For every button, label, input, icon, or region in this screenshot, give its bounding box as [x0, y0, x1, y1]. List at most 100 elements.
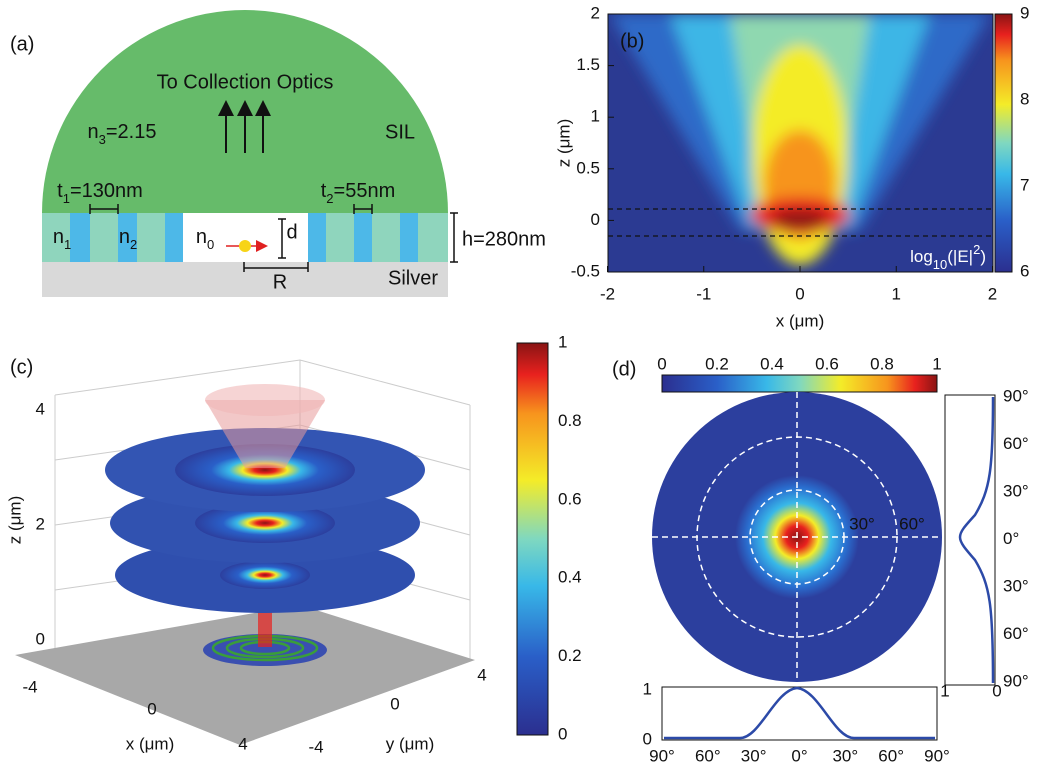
- x-tick-label: 1: [892, 284, 901, 303]
- bottom-angle-tick: 90°: [649, 746, 675, 765]
- t2-label: t2=55nm: [321, 180, 396, 206]
- bottom-angle-tick: 0°: [791, 746, 807, 765]
- d-label: d: [286, 221, 297, 243]
- n0-label: n0: [196, 226, 214, 252]
- silver-label: Silver: [388, 267, 438, 289]
- colorbar: [661, 374, 938, 393]
- colorbar-tick-label: 0: [558, 724, 567, 743]
- sil-label: SIL: [385, 121, 415, 143]
- colorbar-label-sup: 2: [973, 242, 980, 257]
- y-tick-label: 0.5: [576, 158, 600, 177]
- y-tick-label: -0.5: [571, 261, 600, 280]
- bottom-angle-tick: 30°: [741, 746, 767, 765]
- colorbar-label-end: ): [980, 247, 986, 266]
- y-tick-label: 0: [591, 210, 600, 229]
- colorbar-tick-label: 0.8: [558, 411, 582, 430]
- bottom-value-tick: 1: [643, 679, 652, 698]
- n0-label-sub: 0: [207, 237, 214, 252]
- y-tick-label: 1.5: [576, 55, 600, 74]
- t2-label-sub: 2: [326, 191, 333, 206]
- x-axis-label: x (μm): [126, 734, 175, 753]
- t1-label: t1=130nm: [57, 180, 143, 206]
- n1-label-sub: 1: [64, 237, 71, 252]
- angle-grid: [652, 392, 942, 682]
- x-tick-label: 2: [988, 284, 997, 303]
- z-tick-label: 4: [36, 399, 45, 418]
- colorbar-tick-label: 0.4: [760, 354, 784, 373]
- y-tick-label: 1: [591, 107, 600, 126]
- grating-stripes: [70, 213, 418, 262]
- y-axis-label: z (μm): [554, 119, 573, 168]
- n1-label-symbol: n: [53, 226, 64, 248]
- colorbar-tick-label: 8: [1020, 89, 1029, 108]
- panel-a: [42, 10, 458, 297]
- side-angle-tick: 30°: [1003, 576, 1029, 595]
- x-axis-label: x (μm): [776, 311, 825, 330]
- t1-label-value: =130nm: [70, 180, 143, 202]
- z-axis-label: z (μm): [5, 496, 24, 545]
- colorbar-tick-label: 0: [657, 354, 666, 373]
- side-profile-frame: [944, 394, 996, 686]
- bottom-profile-frame: [661, 686, 938, 741]
- colorbar-tick-label: 0.2: [558, 646, 582, 665]
- n2-label-symbol: n: [119, 226, 130, 248]
- r-label: R: [273, 271, 287, 293]
- colorbar-tick-label: 0.2: [705, 354, 729, 373]
- x-tick-label: -1: [696, 284, 711, 303]
- panel-b: [607, 13, 1013, 273]
- bottom-profile: [664, 686, 935, 740]
- side-value-tick: 1: [940, 681, 949, 700]
- x-tick-label: -2: [600, 284, 615, 303]
- n0-label-symbol: n: [196, 226, 207, 248]
- bottom-angle-tick: 90°: [924, 746, 950, 765]
- z-tick-label: 2: [36, 514, 45, 533]
- colorbar-tick-label: 1: [932, 354, 941, 373]
- h-label: h=280nm: [462, 228, 546, 250]
- colorbar-tick-label: 7: [1020, 175, 1029, 194]
- side-angle-tick: 90°: [1003, 671, 1029, 690]
- cavity: [183, 213, 308, 262]
- collection-cone: [205, 400, 325, 468]
- colorbar-tick-label: 1: [558, 332, 567, 351]
- y-tick-label: 2: [591, 3, 600, 22]
- disc-3-spot: [220, 561, 310, 589]
- bottom-angle-tick: 60°: [878, 746, 904, 765]
- layer-boundaries: [608, 208, 993, 237]
- floor: [15, 605, 475, 745]
- colorbar-tick-label: 0.6: [815, 354, 839, 373]
- x-tick-label: 4: [238, 734, 247, 753]
- colorbar-tick-label: 6: [1020, 261, 1029, 280]
- z-tick-label: 0: [36, 629, 45, 648]
- bottom-angle-tick: 60°: [695, 746, 721, 765]
- y-tick-label: 0: [390, 694, 399, 713]
- n2-label: n2: [119, 226, 137, 252]
- t2-label-symbol: t: [321, 180, 327, 202]
- side-angle-tick: 60°: [1003, 624, 1029, 643]
- colorbar-tick-label: 0.4: [558, 568, 582, 587]
- sil-index-symbol: n: [88, 121, 99, 143]
- ring-label: 30°: [849, 514, 875, 533]
- ring-label: 60°: [899, 514, 925, 533]
- sil-index-sub: 3: [99, 132, 106, 147]
- colorbar: [516, 342, 549, 736]
- arrows: [218, 100, 271, 153]
- t1-label-sub: 1: [63, 191, 70, 206]
- n1-label: n1: [53, 226, 71, 252]
- panel-label: (d): [612, 358, 636, 380]
- cone-top: [205, 384, 325, 416]
- t2-label-value: =55nm: [334, 180, 396, 202]
- x-tick-label: 0: [147, 699, 156, 718]
- panel-c: [15, 342, 549, 745]
- colorbar-label-mid: (|E|: [947, 247, 973, 266]
- colorbar-label-prefix: log: [910, 247, 933, 266]
- panel-label: (c): [10, 356, 33, 378]
- sil-index-value: =2.15: [106, 121, 157, 143]
- side-angle-tick: 60°: [1003, 434, 1029, 453]
- colorbar-tick-label: 0.6: [558, 489, 582, 508]
- panel-label: (a): [10, 33, 34, 55]
- side-angle-tick: 90°: [1003, 386, 1029, 405]
- emitter: [239, 240, 251, 252]
- bottom-angle-tick: 30°: [832, 746, 858, 765]
- n2-label-sub: 2: [130, 237, 137, 252]
